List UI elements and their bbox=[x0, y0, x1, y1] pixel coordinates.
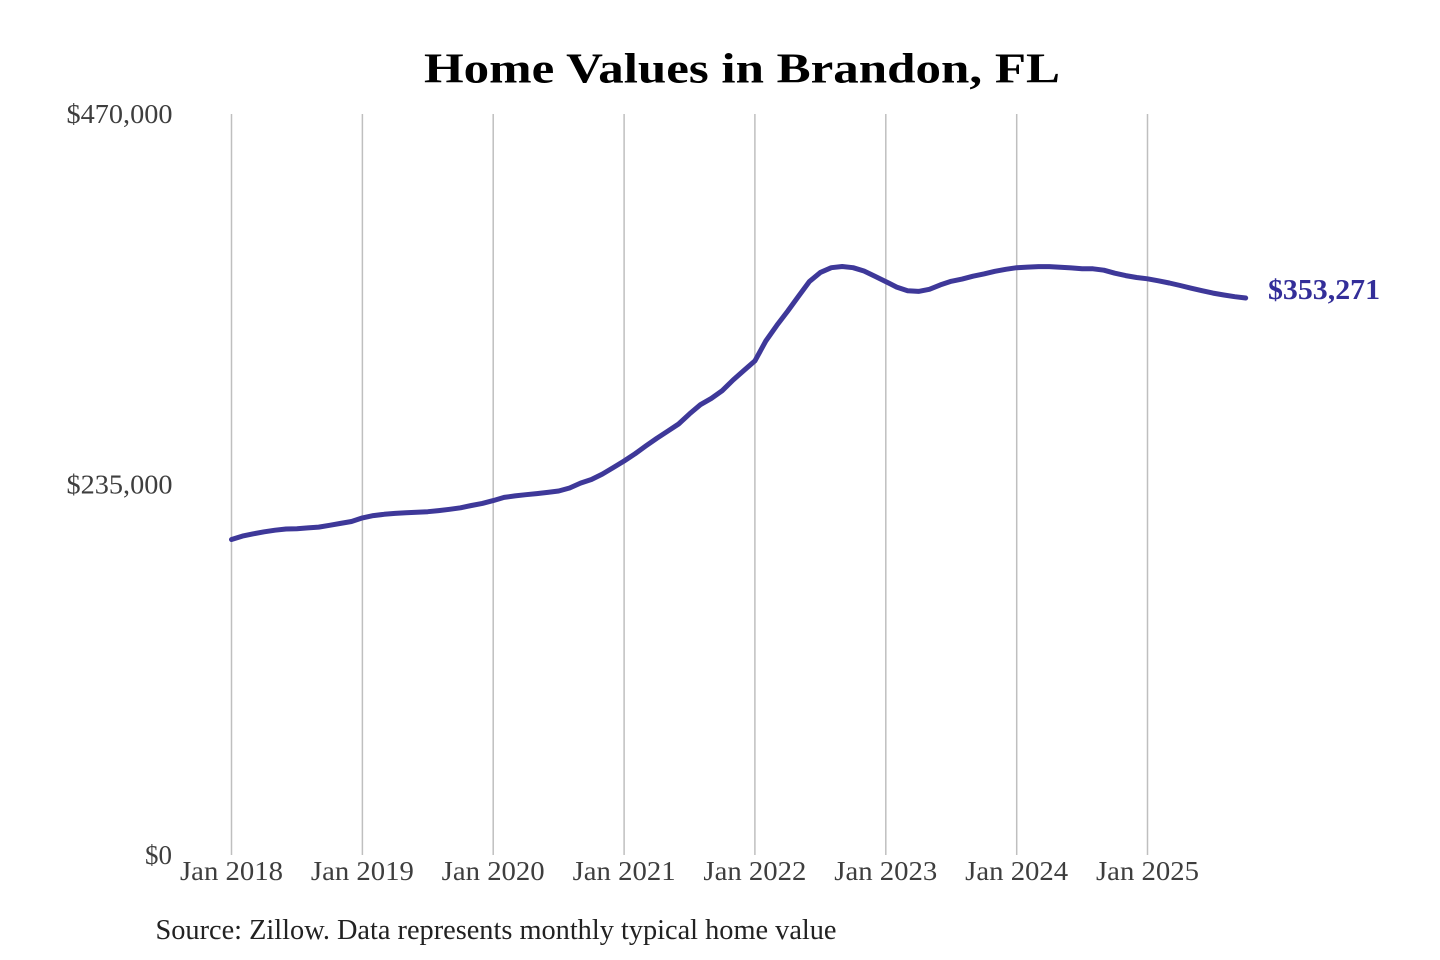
svg-text:Jan 2022: Jan 2022 bbox=[703, 856, 806, 886]
svg-text:$353,271: $353,271 bbox=[1268, 275, 1380, 306]
svg-text:Jan 2023: Jan 2023 bbox=[834, 856, 937, 886]
svg-text:Jan 2018: Jan 2018 bbox=[180, 856, 283, 886]
svg-text:$235,000: $235,000 bbox=[67, 470, 173, 500]
svg-text:Jan 2020: Jan 2020 bbox=[442, 856, 545, 886]
svg-text:Jan 2021: Jan 2021 bbox=[573, 856, 676, 886]
svg-text:$0: $0 bbox=[145, 840, 172, 870]
svg-text:Home Values in Brandon, FL: Home Values in Brandon, FL bbox=[424, 46, 1060, 93]
svg-text:$470,000: $470,000 bbox=[67, 99, 173, 129]
svg-text:Source: Zillow. Data represent: Source: Zillow. Data represents monthly … bbox=[156, 915, 837, 946]
svg-text:Jan 2025: Jan 2025 bbox=[1096, 856, 1199, 886]
svg-text:Jan 2019: Jan 2019 bbox=[311, 856, 414, 886]
svg-text:Jan 2024: Jan 2024 bbox=[965, 856, 1069, 886]
